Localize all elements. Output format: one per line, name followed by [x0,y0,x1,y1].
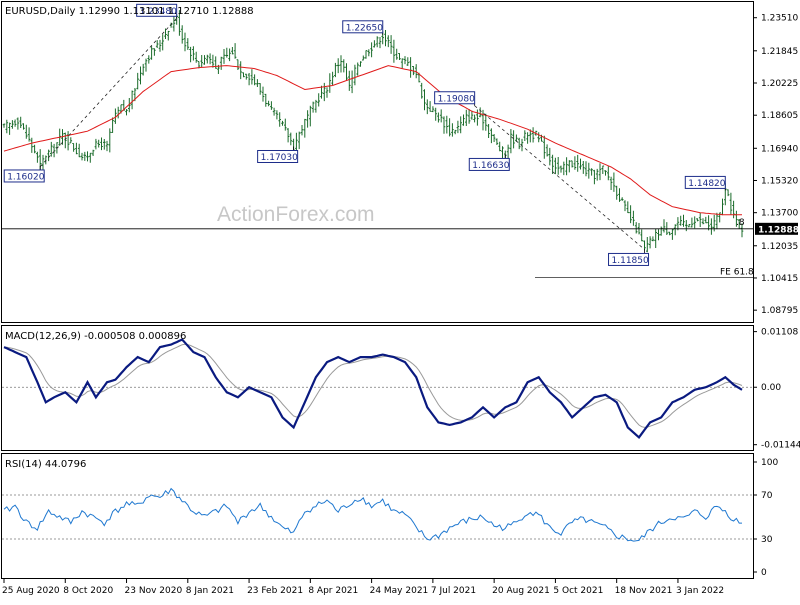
swing-label-box [434,91,476,105]
time-tick-label: 8 Apr 2021 [308,586,358,596]
swing-label: 1.14820 [688,179,725,189]
swing-label: 1.16020 [7,172,44,182]
macd-line [3,338,743,440]
current-price-tag [755,222,798,235]
time-tick-label: 24 May 2021 [370,586,429,596]
macd-tick-label: 0.00 [761,383,781,393]
price-tick-label: 1.08795 [761,306,798,316]
time-tick-label: 8 Oct 2020 [63,586,113,596]
rsi-header: RSI(14) 44.0796 [5,459,86,470]
rsi-line [3,487,742,542]
price-plot: FE 61.8 .8 1.16020 1.23480 1.17030 1.22650 1.1… [2,3,754,278]
watermark: ActionForex.com [217,203,375,226]
swing-label-box [3,169,45,183]
price-tick-label: 1.15320 [761,176,798,186]
swing-label-box [342,20,384,34]
price-tick-label: 1.21845 [761,47,798,57]
macd-header: MACD(12,26,9) -0.000508 0.000896 [5,331,186,342]
price-tick-label: 1.10415 [761,274,798,284]
time-tick-label: 8 Jan 2021 [186,586,234,596]
price-tick-label: 1.18605 [761,111,798,121]
swing-label-box [608,252,650,266]
trendline [474,105,645,250]
price-tick-label: 1.12035 [761,242,798,252]
swing-label: 1.17030 [261,153,298,163]
macd-plot [2,338,753,440]
time-tick-label: 5 Oct 2021 [553,586,603,596]
price-tick-label: 1.23510 [761,14,798,24]
macd-tick-label: 0.01108 [761,328,798,338]
time-tick-label: 23 Feb 2021 [247,586,303,596]
rsi-tick-label: 0 [761,568,767,578]
time-tick-label: 20 Aug 2021 [492,586,550,596]
time-tick-label: 25 Aug 2020 [2,586,60,596]
moving-average-line [3,65,742,216]
time-tick-label: 3 Jan 2022 [676,586,724,596]
swing-label: 1.11850 [612,256,649,266]
time-tick-label: 7 Jul 2021 [431,586,476,596]
time-axis: 25 Aug 2020 8 Oct 2020 23 Nov 2020 8 Jan 20… [2,579,724,596]
rsi-tick-label: 70 [761,491,773,501]
price-header: EURUSD,Daily 1.12990 1.13101 1.12710 1.1… [5,6,254,17]
macd-panel [1,325,754,451]
rsi-axis: 100 70 30 0 [753,458,778,578]
price-panel [1,1,754,323]
fe-label: FE 61.8 [720,267,754,277]
price-tick-label: 1.20225 [761,79,798,89]
current-price-label: 1.12888 [758,225,799,235]
ohlc-bars [2,10,744,253]
price-tick-label: 1.16940 [761,144,798,154]
swing-label: 1.19080 [438,94,475,104]
price-tick-label: 1.13700 [761,209,798,219]
swing-label-box [136,3,178,17]
macd-signal-line [3,343,743,428]
swing-label: 1.22650 [346,23,383,33]
swing-label-box [468,157,510,171]
time-tick-label: 23 Nov 2020 [125,586,183,596]
swing-label: 1.16630 [472,161,509,171]
rsi-tick-label: 30 [761,535,773,545]
swing-label-box [257,149,299,163]
swing-label: 1.23480 [140,7,177,17]
rsi-tick-label: 100 [761,458,778,468]
fib-label: .8 [736,218,745,228]
rsi-plot [2,487,753,542]
swing-label-box [684,175,726,189]
price-axis: 1.23510 1.21845 1.20225 1.18605 1.16940 1.153… [753,14,799,316]
time-tick-label: 18 Nov 2021 [615,586,673,596]
rsi-panel [1,453,754,579]
